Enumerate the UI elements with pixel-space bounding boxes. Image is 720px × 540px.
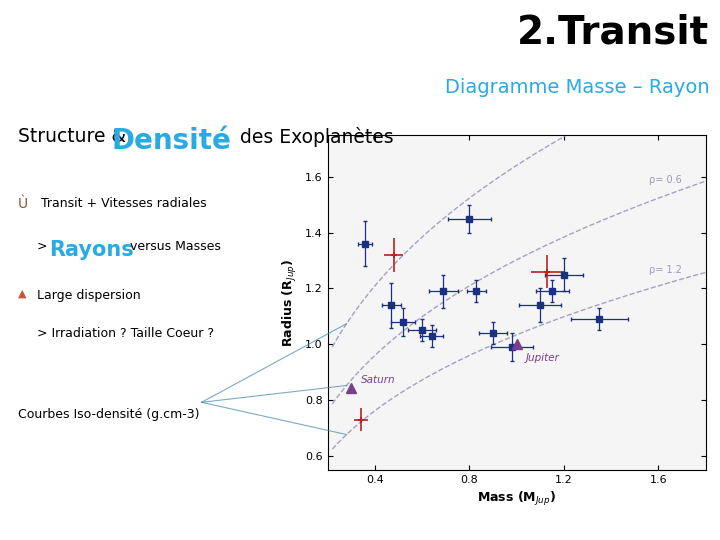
Text: Saturn: Saturn bbox=[361, 375, 395, 385]
Text: Rayons: Rayons bbox=[49, 240, 134, 260]
Text: ▲: ▲ bbox=[18, 289, 27, 299]
Text: >: > bbox=[37, 240, 52, 253]
X-axis label: Mass (M$_{Jup}$): Mass (M$_{Jup}$) bbox=[477, 490, 556, 508]
Text: versus Masses: versus Masses bbox=[126, 240, 221, 253]
Text: Courbes Iso-densité (g.cm-3): Courbes Iso-densité (g.cm-3) bbox=[18, 408, 199, 421]
Text: ρ= 0.6: ρ= 0.6 bbox=[649, 175, 682, 185]
Text: Large dispersion: Large dispersion bbox=[37, 289, 141, 302]
Text: > Irradiation ? Taille Coeur ?: > Irradiation ? Taille Coeur ? bbox=[37, 327, 215, 340]
Text: Jupiter: Jupiter bbox=[526, 353, 560, 363]
Text: Densité: Densité bbox=[112, 127, 231, 155]
Text: Transit + Vitesses radiales: Transit + Vitesses radiales bbox=[37, 197, 207, 210]
Text: Structure &: Structure & bbox=[18, 127, 132, 146]
Text: Diagramme Masse – Rayon: Diagramme Masse – Rayon bbox=[444, 78, 709, 97]
Y-axis label: Radius (R$_{Jup}$): Radius (R$_{Jup}$) bbox=[282, 258, 300, 347]
Text: ρ= 1.2: ρ= 1.2 bbox=[649, 265, 682, 275]
Text: 2.Transit: 2.Transit bbox=[517, 14, 709, 51]
Text: Ù: Ù bbox=[18, 197, 28, 211]
Text: des Exoplanètes: des Exoplanètes bbox=[234, 127, 394, 147]
